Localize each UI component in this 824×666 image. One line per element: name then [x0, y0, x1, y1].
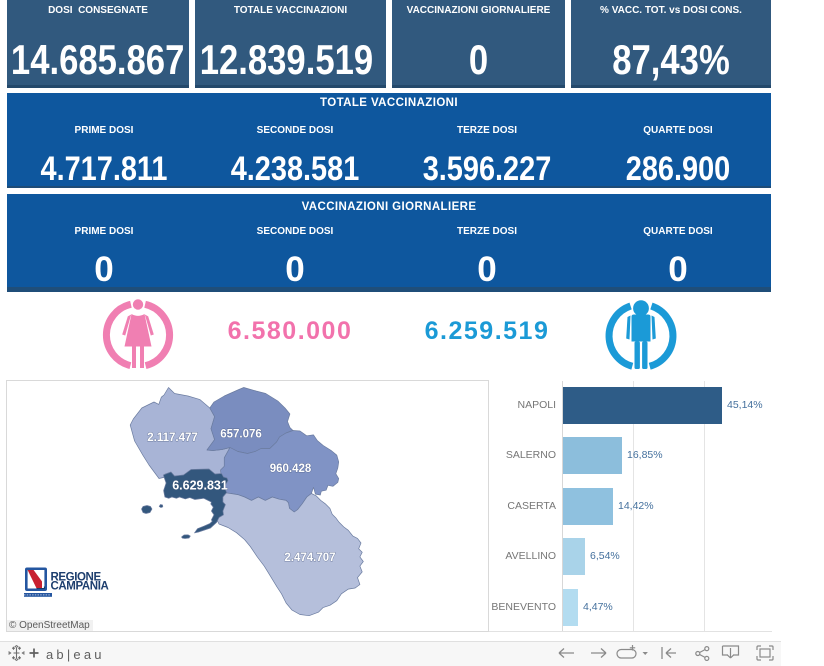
svg-text:CAMPANIA: CAMPANIA — [51, 581, 109, 593]
svg-text:2.117.477: 2.117.477 — [147, 432, 198, 444]
svg-text:6.629.831: 6.629.831 — [172, 479, 228, 493]
svg-text:REGIONE: REGIONE — [51, 572, 102, 584]
svg-text:2.474.707: 2.474.707 — [284, 552, 335, 564]
svg-text:657.076: 657.076 — [220, 429, 262, 441]
svg-text:960.428: 960.428 — [270, 463, 312, 475]
